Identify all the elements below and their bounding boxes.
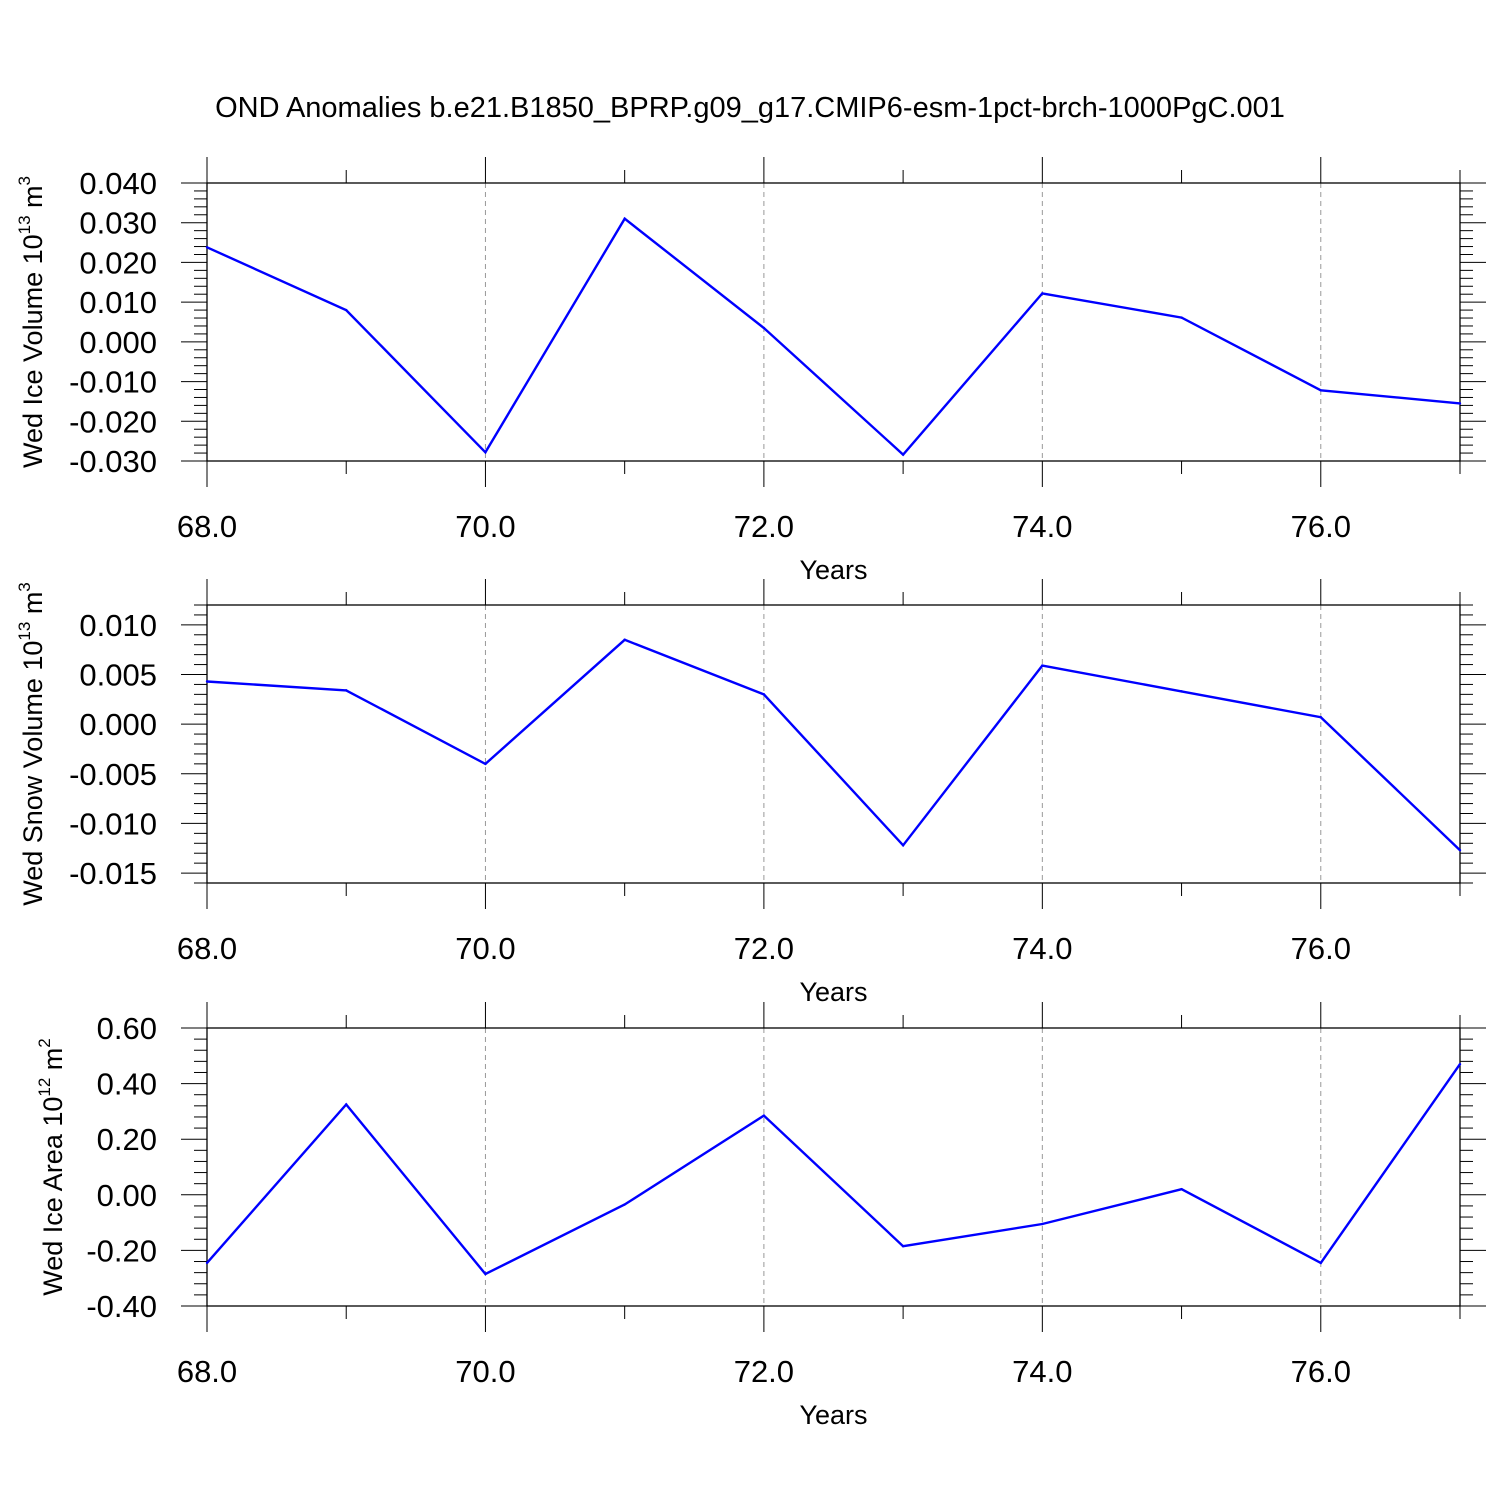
y-tick-label: 0.020 [79,245,157,280]
panel-1: -0.030 -0.020 -0.010 0.000 0.010 0.020 0.030 0.… [15,157,1486,585]
data-point [1180,316,1183,319]
y-axis-label: Wed Ice Area 1012 m2 [35,1038,68,1296]
data-point [1041,292,1044,295]
x-tick-label: 70.0 [455,931,515,966]
x-tick-label: 68.0 [177,1354,237,1389]
data-point [1458,1062,1462,1066]
data-point [1319,389,1322,392]
x-tick-label: 74.0 [1012,931,1072,966]
y-tick-label: -0.030 [69,444,157,479]
data-point [1319,1261,1322,1265]
y-tick-label: 0.40 [97,1067,157,1102]
data-point [484,451,487,454]
y-tick-label: 0.010 [79,608,157,643]
data-point [762,1114,766,1117]
y-tick-label: 0.000 [79,325,157,360]
y-tick-label: -0.005 [69,757,157,792]
data-point [205,680,209,683]
data-point [623,217,626,220]
y-tick-label: 0.030 [79,206,157,241]
plot-frame [206,604,1461,884]
y-tick-label: -0.020 [69,404,157,439]
y-tick-label: -0.010 [69,806,157,841]
data-point [901,844,905,847]
data-point [1458,402,1462,405]
x-tick-label: 76.0 [1291,509,1351,544]
x-tick-label: 76.0 [1291,931,1351,966]
x-axis-label: Years [799,977,867,1007]
data-point [484,1272,487,1276]
data-point [1319,715,1322,719]
y-tick-label: 0.60 [97,1011,157,1046]
x-tick-label: 74.0 [1012,509,1072,544]
series-line [206,216,1461,457]
y-tick-label: -0.40 [86,1289,157,1324]
data-point [345,689,348,692]
x-axis-label: Years [799,1400,867,1430]
data-point [901,453,905,456]
series-line [206,1063,1461,1276]
y-tick-label: 0.00 [97,1178,157,1213]
data-point [1041,1222,1044,1226]
x-axis-label: Years [799,555,867,585]
x-tick-label: 68.0 [177,931,237,966]
y-axis-label: Wed Snow Volume 1013 m3 [15,582,48,906]
x-tick-label: 74.0 [1012,1354,1072,1389]
y-tick-label: 0.000 [79,707,157,742]
plot-frame [206,1027,1461,1307]
data-point [1458,849,1462,852]
data-point [345,1103,348,1106]
y-tick-label: -0.010 [69,365,157,400]
x-tick-label: 72.0 [734,509,794,544]
data-point [623,638,626,641]
y-tick-label: 0.005 [79,658,157,693]
data-point [623,1203,626,1206]
panel-3: -0.40 -0.20 0.00 0.20 0.40 0.60 68.0 70.0 72.0 74… [35,1002,1486,1430]
y-tick-label: 0.010 [79,285,157,320]
page-title: OND Anomalies b.e21.B1850_BPRP.g09_g17.C… [215,92,1285,124]
panel-2: -0.015 -0.010 -0.005 0.000 0.005 0.010 68.0 70.… [15,579,1486,1007]
x-tick-label: 70.0 [455,509,515,544]
series-line [206,638,1461,852]
data-point [901,1245,905,1248]
x-tick-label: 70.0 [455,1354,515,1389]
data-point [1041,664,1044,667]
y-axis-label: Wed Ice Volume 1013 m3 [15,176,48,468]
x-tick-label: 72.0 [734,931,794,966]
data-point [1180,690,1183,693]
y-tick-label: -0.20 [86,1233,157,1268]
plot-frame [206,182,1461,462]
data-point [1180,1188,1183,1191]
data-point [345,308,348,312]
data-point [205,246,209,249]
x-tick-label: 68.0 [177,509,237,544]
y-tick-label: 0.20 [97,1122,157,1157]
x-tick-label: 72.0 [734,1354,794,1389]
y-tick-label: 0.040 [79,166,157,201]
x-tick-label: 76.0 [1291,1354,1351,1389]
data-point [762,693,766,696]
data-point [205,1261,209,1265]
data-point [762,326,766,330]
y-tick-label: -0.015 [69,856,157,891]
data-point [484,762,487,766]
